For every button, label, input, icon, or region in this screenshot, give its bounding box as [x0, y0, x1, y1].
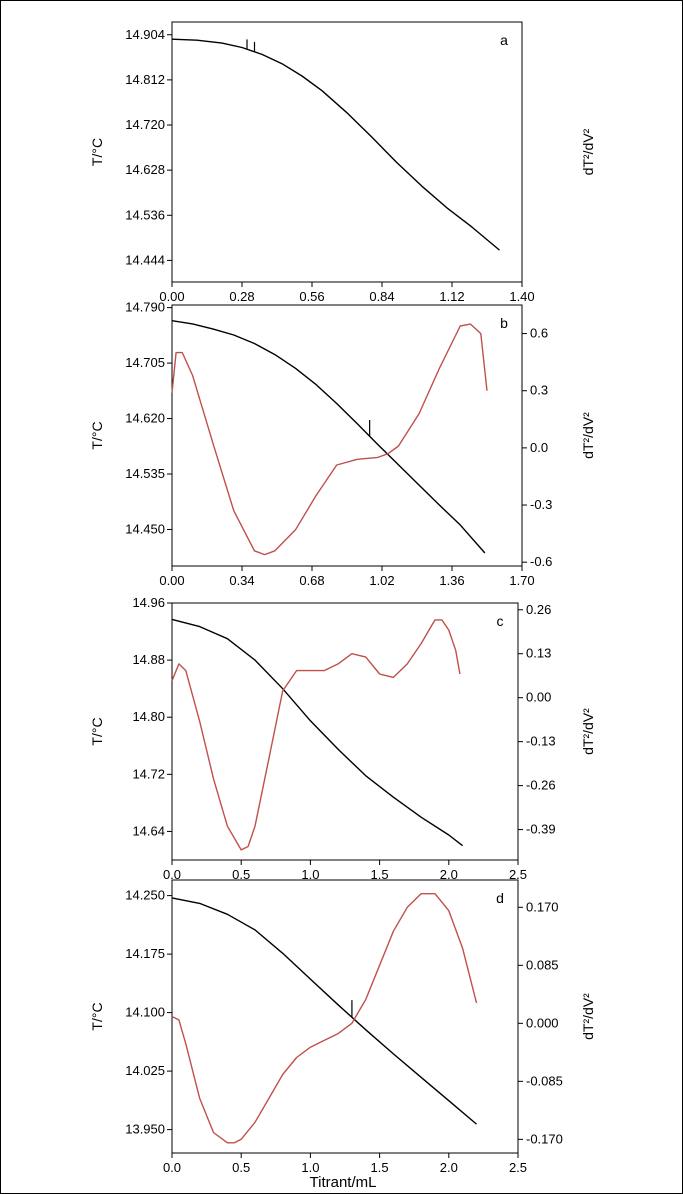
panel-c: 0.0 0.5 1.0 1.5 2.0 2.5 14.96 14.88 14.80 14.72 14… — [89, 595, 596, 882]
x-tick-label: 1.36 — [439, 573, 464, 588]
y-tick-label: 14.96 — [132, 595, 165, 610]
y-tick-label: 14.904 — [125, 27, 165, 42]
x-tick-label: 0.0 — [163, 1160, 181, 1175]
y2-axis-label: dT²/dV² — [580, 993, 596, 1040]
y2-tick-label: -0.3 — [530, 497, 552, 512]
y2-axis-label: dT²/dV² — [580, 412, 596, 459]
plot-frame — [171, 21, 523, 283]
y-axis-label: T/°C — [89, 421, 105, 449]
panel-d: 0.0 0.5 1.0 1.5 2.0 2.5 14.250 14.175 14.100 14.0… — [89, 879, 596, 1175]
y-axis-label: T/°C — [89, 1002, 105, 1030]
y2-axis-label: dT²/dV² — [580, 708, 596, 755]
y-tick-label: 14.64 — [132, 823, 165, 838]
y-tick-label: 14.536 — [125, 207, 165, 222]
y2-tick-label: -0.13 — [526, 734, 556, 749]
panel-a: 0.00 0.28 0.56 0.84 1.12 1.40 14.904 14.812 14.7… — [89, 21, 596, 304]
derivative-curve — [171, 619, 461, 851]
x-tick-label: 0.5 — [232, 867, 250, 882]
y-tick-label: 14.450 — [125, 521, 165, 536]
y2-tick-label: -0.6 — [530, 554, 552, 569]
y-tick-label: 14.705 — [125, 355, 165, 370]
x-tick-label: 0.84 — [369, 289, 394, 304]
y2-tick-label: 0.0 — [530, 440, 548, 455]
x-tick-label: 0.00 — [159, 289, 184, 304]
y-tick-label: 14.100 — [125, 1005, 165, 1020]
y-tick-label: 14.72 — [132, 766, 165, 781]
x-tick-label: 1.12 — [439, 289, 464, 304]
y-tick-label: 14.88 — [132, 652, 165, 667]
x-tick-label: 0.28 — [229, 289, 254, 304]
y2-tick-label: -0.39 — [526, 822, 556, 837]
y-axis-label: T/°C — [89, 138, 105, 166]
y2-tick-label: 0.000 — [526, 1015, 559, 1030]
derivative-curve — [171, 893, 478, 1144]
temperature-curve — [171, 38, 500, 251]
y-tick-label: 14.790 — [125, 300, 165, 315]
x-tick-label: 0.5 — [232, 1160, 250, 1175]
x-tick-label: 0.56 — [299, 289, 324, 304]
x-tick-label: 1.02 — [369, 573, 394, 588]
x-tick-label: 2.0 — [440, 1160, 458, 1175]
temperature-curve — [171, 320, 486, 554]
y-axis-label: T/°C — [89, 717, 105, 745]
x-tick-label: 0.68 — [299, 573, 324, 588]
y-tick-label: 14.175 — [125, 946, 165, 961]
y-tick-label: 14.628 — [125, 162, 165, 177]
y2-tick-label: -0.26 — [526, 778, 556, 793]
plot-frame — [171, 602, 519, 861]
x-tick-label: 2.0 — [440, 867, 458, 882]
y-tick-label: 14.535 — [125, 466, 165, 481]
y-tick-label: 14.025 — [125, 1063, 165, 1078]
derivative-curve — [171, 323, 488, 556]
x-tick-label: 2.5 — [509, 1160, 527, 1175]
temperature-curve — [171, 618, 464, 847]
x-tick-label: 1.5 — [371, 1160, 389, 1175]
y2-tick-label: 0.3 — [530, 383, 548, 398]
y2-tick-label: 0.085 — [526, 957, 559, 972]
y2-tick-label: -0.170 — [526, 1131, 563, 1146]
y-tick-label: 14.80 — [132, 709, 165, 724]
panel-label: c — [497, 613, 504, 629]
y2-tick-label: 0.26 — [526, 602, 551, 617]
panel-b: 0.00 0.34 0.68 1.02 1.36 1.70 14.790 14.705 14.6… — [89, 300, 596, 588]
plot-frame — [171, 304, 523, 567]
panel-label: a — [500, 32, 508, 48]
panel-label: b — [500, 315, 508, 331]
x-tick-label: 1.0 — [301, 1160, 319, 1175]
y-tick-label: 14.620 — [125, 411, 165, 426]
panel-label: d — [496, 890, 504, 906]
temperature-curve — [171, 897, 477, 1125]
y-tick-label: 14.812 — [125, 72, 165, 87]
x-tick-label: 1.0 — [301, 867, 319, 882]
y-tick-label: 14.444 — [125, 252, 165, 267]
y2-axis-label: dT²/dV² — [580, 128, 596, 175]
x-tick-label: 2.5 — [509, 867, 527, 882]
x-axis-title: Titrant/mL — [310, 1174, 377, 1191]
x-tick-label: 1.70 — [509, 573, 534, 588]
x-tick-label: 0.34 — [229, 573, 254, 588]
x-tick-label: 0.0 — [163, 867, 181, 882]
y-tick-label: 13.950 — [125, 1122, 165, 1137]
y-tick-label: 14.250 — [125, 888, 165, 903]
y-tick-label: 14.720 — [125, 117, 165, 132]
x-tick-label: 1.40 — [509, 289, 534, 304]
y2-tick-label: 0.170 — [526, 899, 559, 914]
y2-tick-label: 0.6 — [530, 326, 548, 341]
y2-tick-label: 0.00 — [526, 690, 551, 705]
panels: 0.00 0.28 0.56 0.84 1.12 1.40 14.904 14.812 14.7… — [89, 21, 596, 1175]
y2-tick-label: 0.13 — [526, 646, 551, 661]
x-tick-label: 1.5 — [371, 867, 389, 882]
y2-tick-label: -0.085 — [526, 1073, 563, 1088]
x-tick-label: 0.00 — [159, 573, 184, 588]
